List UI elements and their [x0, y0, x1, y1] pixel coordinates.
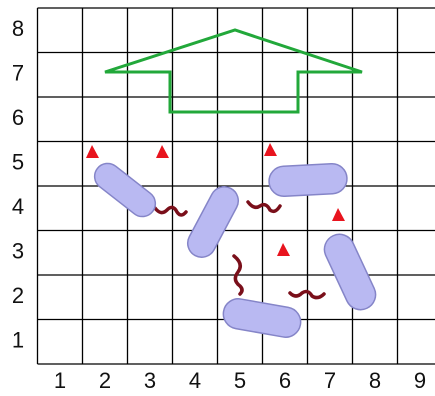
triangle: [86, 145, 99, 158]
cell: [221, 296, 303, 339]
column-label: 6: [279, 368, 291, 393]
row-label: 1: [12, 328, 24, 353]
row-label: 8: [12, 16, 24, 41]
column-label: 2: [99, 368, 111, 393]
row-label: 6: [12, 105, 24, 130]
tails: [155, 202, 324, 298]
column-label: 1: [54, 368, 66, 393]
cell: [183, 182, 243, 262]
cell: [268, 163, 347, 197]
cell: [89, 158, 160, 222]
row-label: 5: [12, 150, 24, 175]
column-label: 3: [144, 368, 156, 393]
column-label: 7: [324, 368, 336, 393]
triangle: [332, 208, 345, 221]
column-label: 4: [189, 368, 201, 393]
triangle: [156, 145, 169, 158]
column-label: 9: [414, 368, 426, 393]
triangle: [264, 143, 277, 156]
arrow: [105, 30, 362, 112]
grid-diagram: 8 7 6 5 4 3 2 1 1 2 3 4 5 6 7 8 9: [0, 0, 435, 396]
row-label: 2: [12, 283, 24, 308]
triangle: [277, 243, 290, 256]
row-label: 4: [12, 194, 24, 219]
row-label: 7: [12, 61, 24, 86]
tail: [155, 207, 186, 215]
cell: [320, 229, 381, 314]
row-label: 3: [12, 239, 24, 264]
column-label: 5: [234, 368, 246, 393]
column-label: 8: [369, 368, 381, 393]
tail: [248, 202, 280, 211]
